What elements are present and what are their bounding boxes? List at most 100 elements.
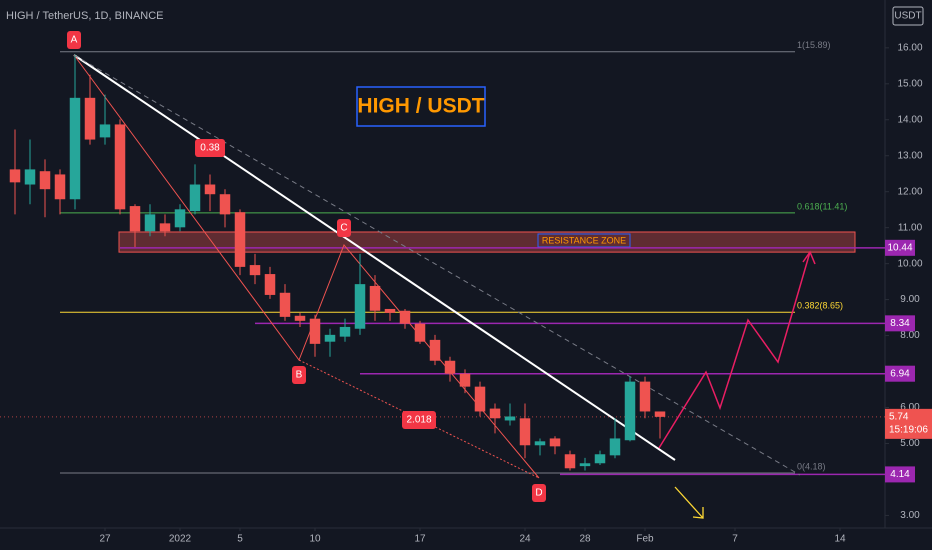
candle-body: [219, 194, 231, 215]
currency-label: USDT: [894, 11, 921, 22]
abcd-pattern: [73, 54, 540, 479]
x-tick-label: 5: [237, 534, 243, 545]
wave-label: A: [71, 35, 78, 46]
currency-box: [892, 6, 924, 26]
trendline-dashed: [73, 54, 801, 476]
chart-title: HIGH / USDT: [357, 95, 484, 118]
candle-body: [294, 315, 306, 321]
candle-body: [354, 284, 366, 329]
candle-body: [474, 386, 486, 412]
level-tag-label: 6.94: [890, 368, 910, 379]
candle-body: [579, 463, 591, 467]
candle-body: [564, 454, 576, 469]
candle-body: [189, 184, 201, 212]
wave-label: C: [340, 223, 347, 234]
x-tick-label: 14: [834, 534, 846, 545]
zone-label-box: [537, 233, 631, 248]
countdown-label: 15:19:06: [889, 425, 928, 436]
candle-body: [624, 381, 636, 441]
level-tag-label: 8.34: [890, 318, 910, 329]
ratio-label-box: [195, 139, 225, 157]
candle-body: [654, 411, 666, 417]
wave-label: B: [296, 370, 303, 381]
x-tick-label: 28: [579, 534, 591, 545]
candle-body: [609, 438, 621, 456]
projection-path: [658, 251, 811, 449]
ratio-label-box: [402, 411, 436, 429]
candle-body: [204, 184, 216, 195]
candle-body: [519, 418, 531, 446]
level-tag-label: 10.44: [887, 242, 912, 253]
y-tick-label: 11.00: [898, 222, 923, 233]
down-arrow: [674, 486, 704, 519]
y-tick-label: 9.00: [900, 294, 920, 305]
wave-label-box: [292, 366, 306, 384]
candle-body: [249, 265, 261, 276]
candle-body: [114, 124, 126, 210]
x-tick-label: 27: [99, 534, 111, 545]
x-tick-label: 2022: [169, 534, 192, 545]
y-tick-label: 5.00: [900, 438, 920, 449]
candle-body: [504, 416, 516, 421]
candle-body: [279, 292, 291, 317]
candle-body: [444, 360, 456, 374]
candle-body: [309, 318, 321, 344]
level-tag-label: 4.14: [890, 469, 910, 480]
level-tag: [885, 466, 915, 483]
candle-body: [324, 334, 336, 342]
x-tick-label: 17: [414, 534, 426, 545]
candle-body: [54, 174, 66, 200]
title-box: [356, 86, 486, 127]
level-tag: [885, 365, 915, 382]
ratio-label: 2.018: [406, 415, 431, 426]
resistance-zone: [118, 231, 856, 253]
candle-body: [414, 323, 426, 342]
candle-body: [489, 408, 501, 419]
candle-body: [174, 209, 186, 228]
y-tick-label: 3.00: [900, 510, 920, 521]
level-tag: [885, 315, 915, 332]
candle-body: [84, 97, 96, 140]
y-tick-label: 16.00: [897, 42, 922, 53]
symbol-header: HIGH / TetherUS, 1D, BINANCE: [6, 10, 164, 22]
x-tick-label: 7: [732, 534, 738, 545]
fib-label: 0.382(8.65): [797, 301, 843, 311]
y-tick-label: 15.00: [897, 78, 922, 89]
candle-body: [384, 308, 396, 313]
candle-body: [339, 326, 351, 337]
fib-label: 0(4.18): [797, 461, 826, 471]
fib-label: 0.618(11.41): [797, 201, 847, 211]
level-tag: [885, 239, 915, 256]
candle-body: [534, 441, 546, 446]
candle-body: [264, 274, 276, 295]
ratio-label: 0.38: [200, 143, 220, 154]
candle-body: [144, 214, 156, 232]
y-tick-label: 12.00: [897, 186, 922, 197]
candle-body: [549, 438, 561, 447]
candle-body: [399, 310, 411, 324]
y-tick-label: 6.00: [900, 402, 920, 413]
down-arrow-head: [692, 507, 704, 519]
candle-body: [639, 381, 651, 412]
plot-area: RESISTANCE ZONE1(15.89)0.618(11.41)0.382…: [0, 31, 885, 519]
wave-label-box: [337, 219, 351, 237]
last-price-label: 5.74: [889, 412, 909, 423]
candle-body: [9, 169, 21, 183]
fib-label: 1(15.89): [797, 40, 831, 50]
y-tick-label: 10.00: [897, 258, 922, 269]
candle-body: [369, 285, 381, 311]
wave-label-box: [532, 484, 546, 502]
candle-body: [234, 212, 246, 267]
trendline: [73, 54, 676, 461]
x-tick-label: Feb: [636, 534, 654, 545]
candle-body: [429, 339, 441, 361]
x-tick-label: 10: [309, 534, 321, 545]
candle-body: [39, 171, 51, 190]
wave-label: D: [535, 488, 542, 499]
candle-body: [129, 206, 141, 232]
last-price-tag: [885, 408, 932, 439]
wave-label-box: [67, 31, 81, 49]
y-tick-label: 8.00: [900, 330, 920, 341]
